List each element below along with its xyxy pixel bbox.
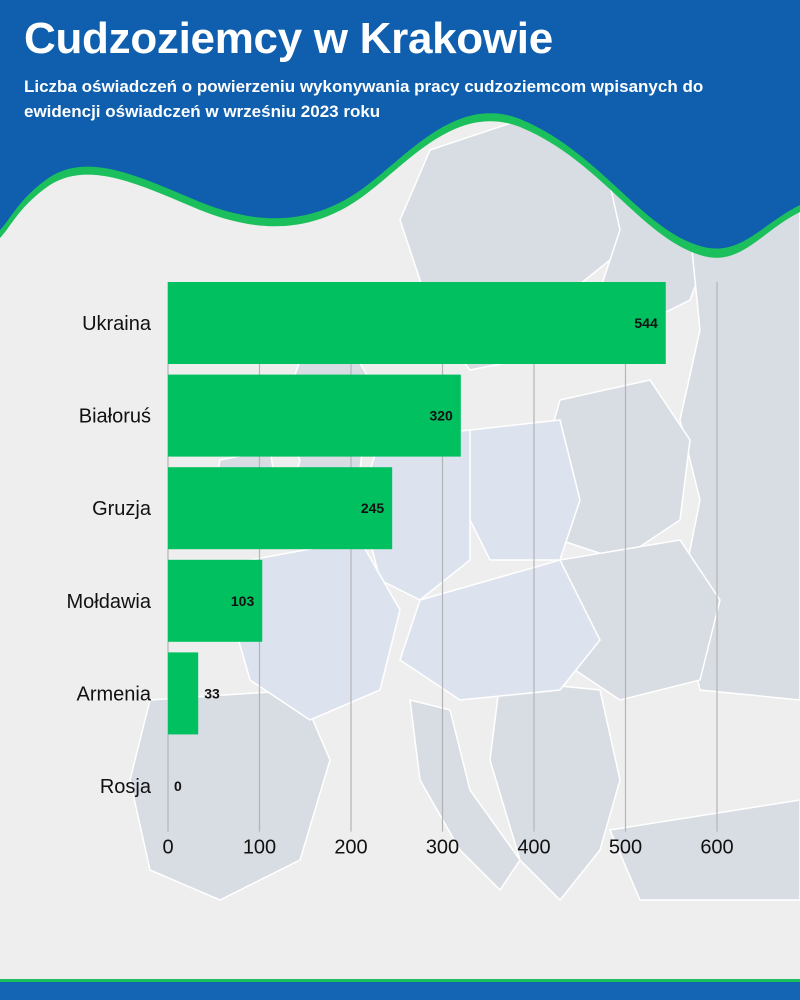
bar-gruzja: [168, 467, 393, 550]
x-tick-label: 200: [334, 837, 367, 859]
footer-bar: [0, 982, 800, 1000]
x-tick-label: 300: [426, 837, 459, 859]
x-tick-label: 600: [700, 837, 733, 859]
bar-armenia: [168, 652, 199, 735]
category-label: Mołdawia: [67, 591, 152, 613]
bar-mołdawia: [168, 559, 263, 642]
data-label: 0: [174, 778, 182, 794]
category-label: Gruzja: [92, 498, 152, 520]
x-tick-label: 0: [162, 837, 173, 859]
data-label: 320: [429, 408, 453, 424]
data-label: 245: [361, 500, 385, 516]
data-label: 33: [204, 685, 220, 701]
bar-ukraina: [168, 282, 666, 364]
category-labels: Ukraina Białoruś Gruzja Mołdawia Armenia Rosj…: [67, 313, 152, 798]
header-blue-fill: [0, 0, 800, 249]
bar-białoruś: [168, 374, 461, 457]
data-label: 544: [634, 315, 658, 331]
map-balkans: [489, 679, 621, 902]
data-label: 103: [231, 593, 255, 609]
gridlines: [167, 282, 718, 832]
footer-green-line: [0, 979, 800, 982]
value-labels: 544 320 245 103 33 0: [174, 315, 658, 794]
x-tick-label: 400: [517, 837, 550, 859]
map-turkey: [608, 799, 800, 901]
map-central-europe: [399, 559, 601, 701]
page-subtitle: Liczba oświadczeń o powierzeniu wykonywa…: [24, 77, 704, 121]
category-label: Armenia: [77, 683, 152, 705]
category-label: Białoruś: [79, 406, 151, 428]
x-tick-label: 100: [243, 837, 276, 859]
map-italy: [409, 699, 521, 892]
x-tick-label: 500: [609, 837, 642, 859]
bars: [168, 282, 666, 735]
x-tick-labels: 0 100 200 300 400 500 600: [162, 837, 733, 859]
page-title: Cudzoziemcy w Krakowie: [24, 14, 553, 63]
header-wave-banner: [0, 0, 800, 258]
category-label: Ukraina: [82, 313, 152, 335]
category-label: Rosja: [100, 776, 152, 798]
